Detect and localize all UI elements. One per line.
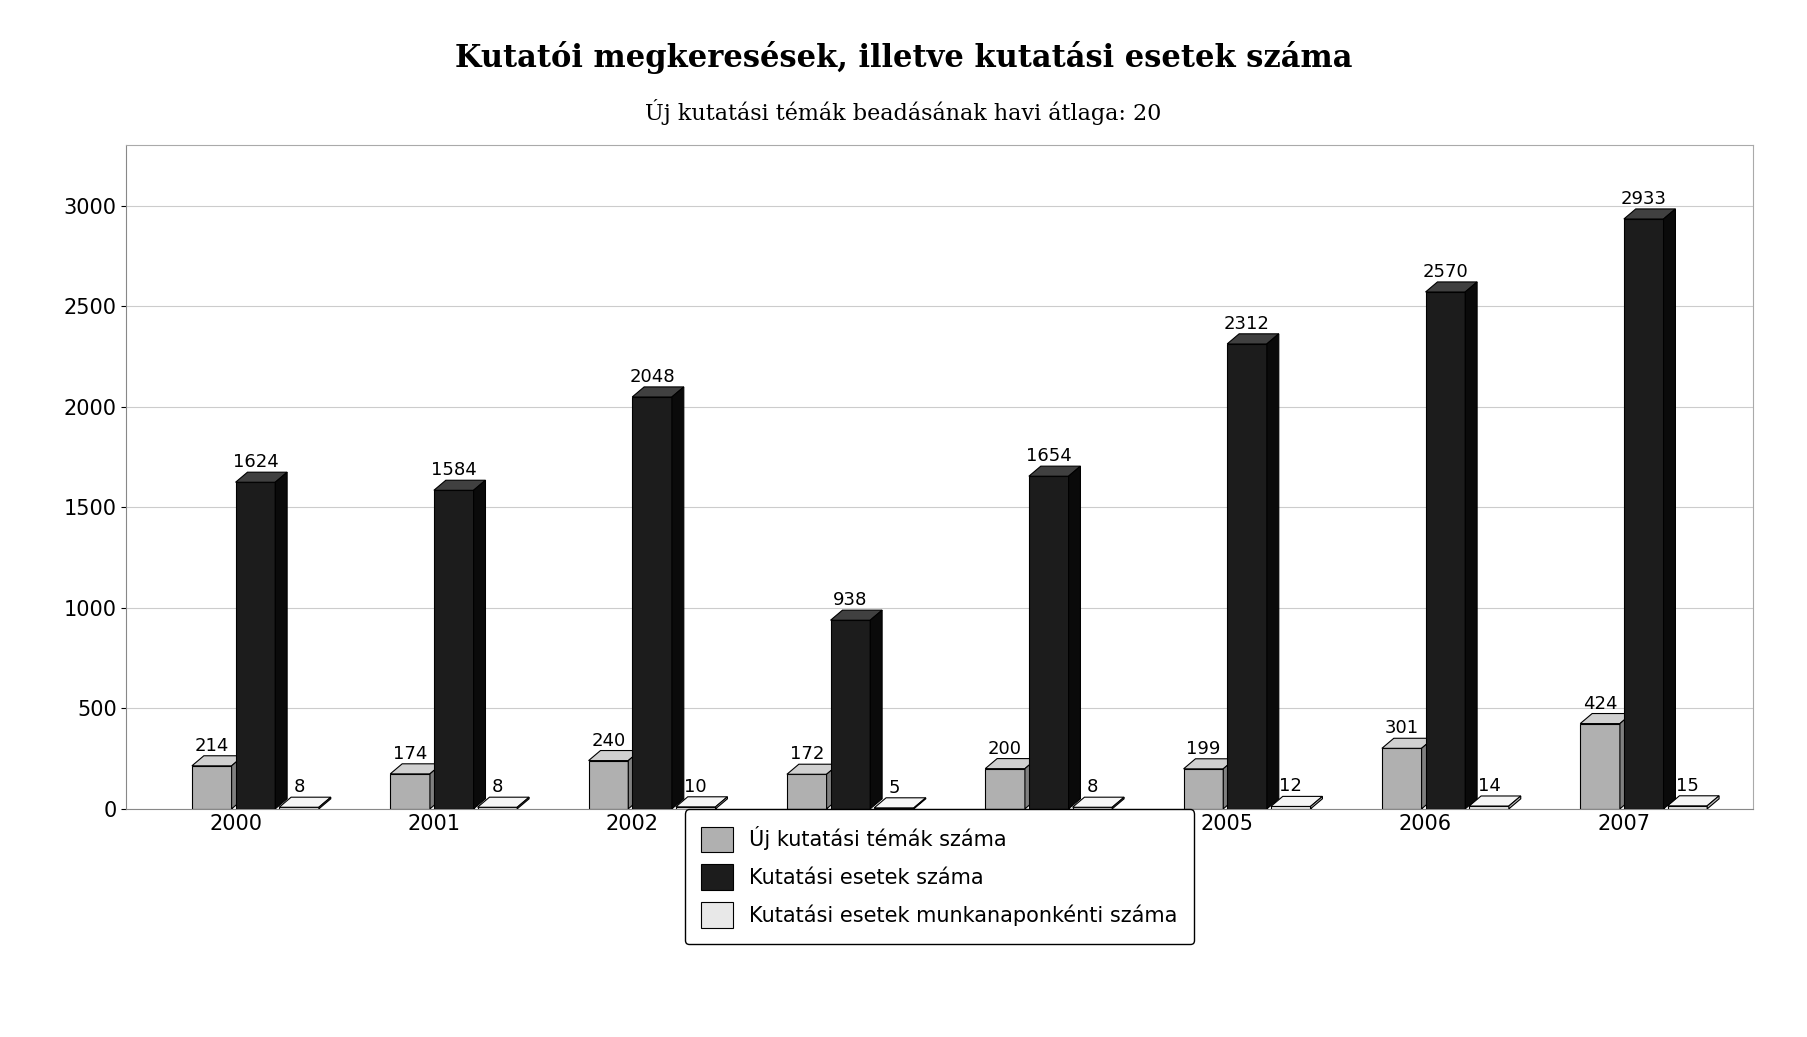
Text: 14: 14 <box>1478 777 1500 795</box>
Polygon shape <box>871 610 882 809</box>
Polygon shape <box>1270 796 1323 807</box>
Polygon shape <box>231 756 244 809</box>
Polygon shape <box>1469 796 1521 806</box>
Polygon shape <box>914 797 925 809</box>
Text: 172: 172 <box>790 746 824 763</box>
Text: 1654: 1654 <box>1026 447 1072 466</box>
Text: 8: 8 <box>293 778 305 796</box>
Text: 5: 5 <box>889 779 900 796</box>
Polygon shape <box>1073 797 1124 807</box>
Polygon shape <box>1068 467 1081 809</box>
Polygon shape <box>473 480 486 809</box>
Bar <box>589 760 629 809</box>
Bar <box>1581 724 1619 809</box>
Text: 2933: 2933 <box>1621 190 1666 208</box>
Polygon shape <box>1382 738 1433 749</box>
Bar <box>786 775 826 809</box>
Text: 15: 15 <box>1675 777 1699 794</box>
Polygon shape <box>1310 796 1323 809</box>
Polygon shape <box>786 764 838 775</box>
Text: 301: 301 <box>1384 720 1418 737</box>
Text: 2570: 2570 <box>1422 263 1469 281</box>
Polygon shape <box>275 472 287 809</box>
Polygon shape <box>589 751 640 760</box>
Polygon shape <box>280 797 331 807</box>
Text: 174: 174 <box>392 745 426 763</box>
Polygon shape <box>672 387 683 809</box>
Text: 240: 240 <box>591 731 625 750</box>
Polygon shape <box>1422 738 1433 809</box>
Text: 8: 8 <box>492 778 502 796</box>
Bar <box>1426 292 1465 809</box>
Polygon shape <box>1465 282 1476 809</box>
Polygon shape <box>1223 759 1236 809</box>
Polygon shape <box>716 796 728 809</box>
Polygon shape <box>1624 208 1675 219</box>
Text: 214: 214 <box>195 736 229 755</box>
Polygon shape <box>632 387 683 397</box>
Polygon shape <box>390 764 443 774</box>
Polygon shape <box>318 797 331 809</box>
Bar <box>1382 749 1422 809</box>
Bar <box>1227 344 1267 809</box>
Polygon shape <box>1227 334 1279 344</box>
Bar <box>192 765 231 809</box>
Text: 12: 12 <box>1279 778 1303 795</box>
Text: 2048: 2048 <box>629 368 674 386</box>
Text: 199: 199 <box>1185 739 1220 758</box>
Bar <box>831 620 871 809</box>
Bar <box>1469 806 1509 809</box>
Text: 938: 938 <box>833 591 867 609</box>
Polygon shape <box>434 480 486 491</box>
Bar <box>235 482 275 809</box>
Text: Kutatói megkeresések, illetve kutatási esetek száma: Kutatói megkeresések, illetve kutatási e… <box>455 41 1352 75</box>
Bar <box>390 774 430 809</box>
Bar <box>985 768 1025 809</box>
Bar <box>1184 768 1223 809</box>
Text: 2312: 2312 <box>1223 315 1270 333</box>
Bar <box>676 807 716 809</box>
Polygon shape <box>1664 208 1675 809</box>
Polygon shape <box>985 759 1037 768</box>
Bar <box>477 807 517 809</box>
Bar <box>280 807 318 809</box>
Polygon shape <box>1426 282 1476 292</box>
Bar <box>1270 807 1310 809</box>
Polygon shape <box>1619 713 1632 809</box>
Polygon shape <box>235 472 287 482</box>
Bar <box>1073 807 1111 809</box>
Polygon shape <box>1581 713 1632 724</box>
Polygon shape <box>826 764 838 809</box>
Polygon shape <box>192 756 244 765</box>
Polygon shape <box>430 764 443 809</box>
Polygon shape <box>1111 797 1124 809</box>
Polygon shape <box>831 610 882 620</box>
Text: 1584: 1584 <box>430 461 477 479</box>
Polygon shape <box>1668 795 1718 806</box>
Text: 424: 424 <box>1583 695 1617 712</box>
Text: 8: 8 <box>1086 778 1099 796</box>
Text: 10: 10 <box>685 778 707 795</box>
Polygon shape <box>1025 759 1037 809</box>
Polygon shape <box>1028 467 1081 476</box>
Polygon shape <box>629 751 640 809</box>
Polygon shape <box>477 797 529 807</box>
Polygon shape <box>517 797 529 809</box>
Text: Új kutatási témák beadásának havi átlaga: 20: Új kutatási témák beadásának havi átlaga… <box>645 99 1162 124</box>
Polygon shape <box>875 797 925 808</box>
Polygon shape <box>676 796 728 807</box>
Polygon shape <box>1184 759 1236 768</box>
Polygon shape <box>1267 334 1279 809</box>
Bar <box>1668 806 1708 809</box>
Legend: Új kutatási témák száma, Kutatási esetek száma, Kutatási esetek munkanaponkénti : Új kutatási témák száma, Kutatási esetek… <box>685 810 1194 945</box>
Polygon shape <box>1708 795 1718 809</box>
Polygon shape <box>1509 796 1521 809</box>
Bar <box>1028 476 1068 809</box>
Text: 1624: 1624 <box>233 453 278 471</box>
Bar <box>434 491 473 809</box>
Text: 200: 200 <box>988 739 1023 758</box>
Bar <box>1624 219 1664 809</box>
Bar <box>632 397 672 809</box>
